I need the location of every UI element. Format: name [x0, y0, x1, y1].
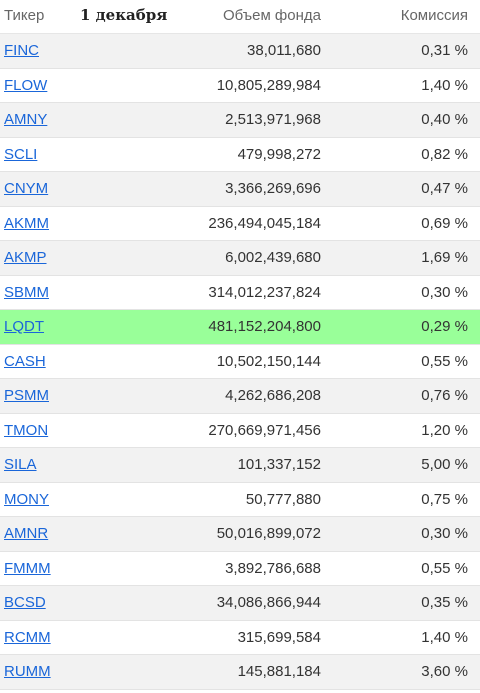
fund-size-cell: 10,502,150,144 — [216, 352, 321, 370]
fee-cell: 1,69 % — [421, 249, 468, 266]
ticker-link[interactable]: FMMM — [4, 559, 51, 577]
ticker-link[interactable]: AMNR — [4, 525, 49, 542]
fund-size-cell: 145,881,184 — [237, 663, 321, 680]
ticker-link[interactable]: AKMP — [4, 249, 47, 266]
fund-size-cell: 4,262,686,208 — [225, 387, 321, 404]
ticker-link[interactable]: SBMM — [4, 283, 49, 301]
fund-size-cell: 481,152,204,800 — [208, 318, 321, 335]
fund-size-cell: 3,892,786,688 — [225, 559, 321, 577]
fee-cell: 0,40 % — [421, 111, 468, 128]
fee-cell: 0,82 % — [421, 145, 468, 163]
ticker-link[interactable]: CASH — [4, 352, 46, 370]
table-row: MONY 50,777,880 0,75 % — [0, 482, 480, 517]
fee-cell: 0,29 % — [421, 318, 468, 335]
fee-cell: 0,47 % — [421, 180, 468, 197]
table-row: AKMP 6,002,439,680 1,69 % — [0, 241, 480, 276]
fund-table-body: FINC 38,011,680 0,31 % FLOW 10,805,289,984 1,… — [0, 34, 480, 690]
fund-size-cell: 34,086,866,944 — [216, 594, 321, 611]
fund-size-column-header: Объем фонда — [222, 7, 321, 24]
fund-size-cell: 314,012,237,824 — [208, 283, 321, 301]
ticker-link[interactable]: LQDT — [4, 318, 45, 335]
fund-size-cell: 6,002,439,680 — [225, 249, 321, 266]
fund-size-cell: 479,998,272 — [237, 145, 321, 163]
fee-column-header: Комиссия — [400, 7, 468, 24]
fee-cell: 1,40 % — [421, 76, 468, 94]
fund-size-cell: 38,011,680 — [247, 42, 321, 59]
fee-cell: 3,60 % — [421, 663, 468, 680]
fee-cell: 0,35 % — [421, 594, 468, 611]
ticker-link[interactable]: AKMM — [4, 214, 49, 232]
fee-cell: 0,30 % — [421, 525, 468, 542]
fund-size-cell: 236,494,045,184 — [208, 214, 321, 232]
table-row: RUMM 145,881,184 3,60 % — [0, 655, 480, 690]
table-row: SBMM 314,012,237,824 0,30 % — [0, 275, 480, 310]
table-row: TMON 270,669,971,456 1,20 % — [0, 413, 480, 448]
table-row: AMNY 2,513,971,968 0,40 % — [0, 103, 480, 138]
ticker-link[interactable]: TMON — [4, 421, 49, 439]
table-row: RCMM 315,699,584 1,40 % — [0, 620, 480, 655]
fund-size-cell: 270,669,971,456 — [208, 421, 321, 439]
table-row: LQDT 481,152,204,800 0,29 % — [0, 310, 480, 345]
table-row: CASH 10,502,150,144 0,55 % — [0, 344, 480, 379]
ticker-link[interactable]: FLOW — [4, 76, 48, 94]
fee-cell: 0,55 % — [421, 352, 468, 370]
table-row: CNYM 3,366,269,696 0,47 % — [0, 172, 480, 207]
ticker-link[interactable]: SCLI — [4, 145, 38, 163]
fee-cell: 0,31 % — [421, 42, 468, 59]
fund-size-cell: 3,366,269,696 — [225, 180, 321, 197]
table-row: SCLI 479,998,272 0,82 % — [0, 137, 480, 172]
fund-size-cell: 50,016,899,072 — [216, 525, 321, 542]
ticker-link[interactable]: PSMM — [4, 387, 49, 404]
ticker-link[interactable]: SILA — [4, 456, 37, 473]
ticker-link[interactable]: FINC — [4, 42, 39, 59]
ticker-link[interactable]: RCMM — [4, 628, 51, 646]
ticker-link[interactable]: AMNY — [4, 111, 48, 128]
ticker-link[interactable]: MONY — [4, 490, 49, 508]
ticker-link[interactable]: RUMM — [4, 663, 51, 680]
table-header: Тикер 1 декабря Объем фонда Комиссия — [0, 0, 480, 34]
fee-cell: 1,20 % — [421, 421, 468, 439]
table-row: AKMM 236,494,045,184 0,69 % — [0, 206, 480, 241]
table-row: BCSD 34,086,866,944 0,35 % — [0, 586, 480, 621]
ticker-link[interactable]: CNYM — [4, 180, 49, 197]
fund-size-cell: 10,805,289,984 — [216, 76, 321, 94]
fee-cell: 0,30 % — [421, 283, 468, 301]
fund-size-cell: 315,699,584 — [237, 628, 321, 646]
fee-cell: 0,75 % — [421, 490, 468, 508]
table-row: AMNR 50,016,899,072 0,30 % — [0, 517, 480, 552]
table-row: FINC 38,011,680 0,31 % — [0, 34, 480, 69]
fee-cell: 0,76 % — [421, 387, 468, 404]
table-row: PSMM 4,262,686,208 0,76 % — [0, 379, 480, 414]
fee-cell: 0,55 % — [421, 559, 468, 577]
fee-cell: 1,40 % — [421, 628, 468, 646]
table-row: SILA 101,337,152 5,00 % — [0, 448, 480, 483]
date-label: 1 декабря — [80, 6, 168, 24]
ticker-column-header: Тикер — [4, 7, 45, 24]
ticker-link[interactable]: BCSD — [4, 594, 46, 611]
fund-size-cell: 2,513,971,968 — [225, 111, 321, 128]
table-row: FLOW 10,805,289,984 1,40 % — [0, 68, 480, 103]
fund-size-cell: 50,777,880 — [245, 490, 321, 508]
fee-cell: 0,69 % — [421, 214, 468, 232]
fee-cell: 5,00 % — [421, 456, 468, 473]
fund-size-cell: 101,337,152 — [237, 456, 321, 473]
table-row: FMMM 3,892,786,688 0,55 % — [0, 551, 480, 586]
